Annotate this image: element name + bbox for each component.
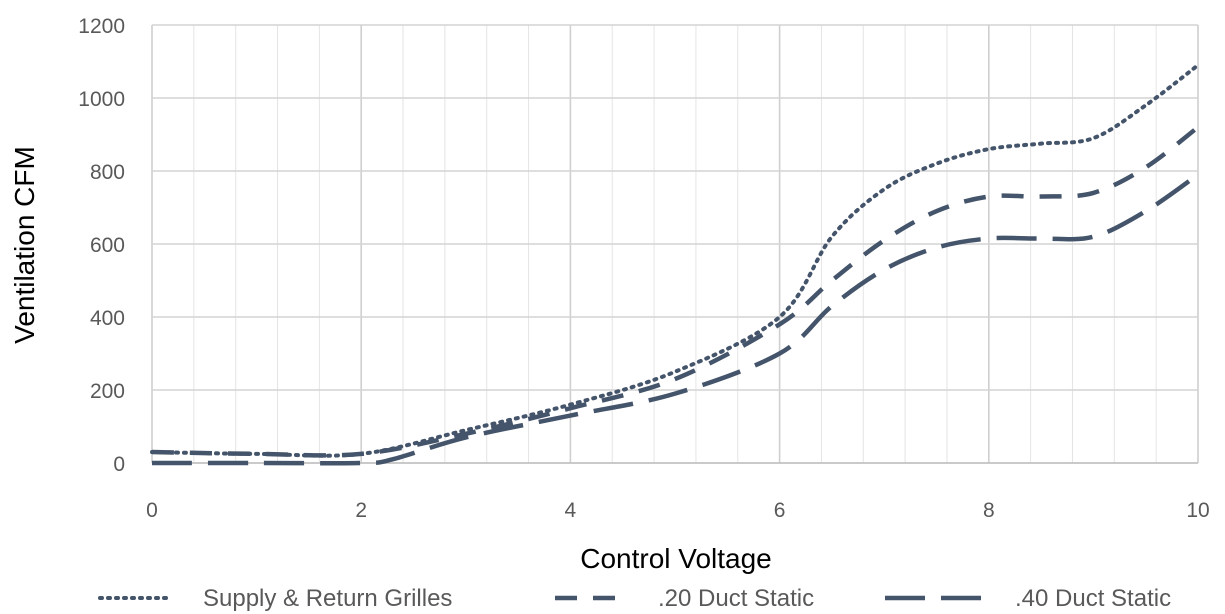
series-group — [150, 63, 1200, 466]
series-line-2 — [151, 125, 1200, 458]
x-tick-label: 0 — [146, 499, 158, 522]
legend: Supply & Return Grilles .20 Duct Static .4… — [98, 585, 1171, 612]
y-tick-label: 800 — [90, 161, 125, 184]
legend-label-2: .20 Duct Static — [658, 585, 814, 612]
x-tick-label: 10 — [1186, 499, 1209, 522]
y-tick-label: 400 — [90, 307, 125, 330]
x-tick-label: 4 — [565, 499, 577, 522]
grid — [151, 24, 1199, 464]
tick-labels: 0 2 4 6 8 10 0 200 400 600 800 1000 1200 — [78, 15, 1209, 522]
series-line-1 — [150, 63, 1200, 458]
y-tick-label: 200 — [90, 380, 125, 403]
legend-label-3: .40 Duct Static — [1015, 585, 1171, 612]
y-axis-title: Ventilation CFM — [9, 146, 40, 344]
y-tick-label: 1000 — [78, 88, 125, 111]
x-axis-title: Control Voltage — [580, 543, 771, 574]
y-tick-label: 600 — [90, 234, 125, 257]
y-tick-label: 1200 — [78, 15, 125, 38]
legend-label-1: Supply & Return Grilles — [203, 585, 452, 612]
y-tick-label: 0 — [113, 453, 125, 476]
x-tick-label: 6 — [774, 499, 786, 522]
series-line-3 — [152, 172, 1200, 466]
x-tick-label: 8 — [983, 499, 995, 522]
x-tick-label: 2 — [355, 499, 367, 522]
